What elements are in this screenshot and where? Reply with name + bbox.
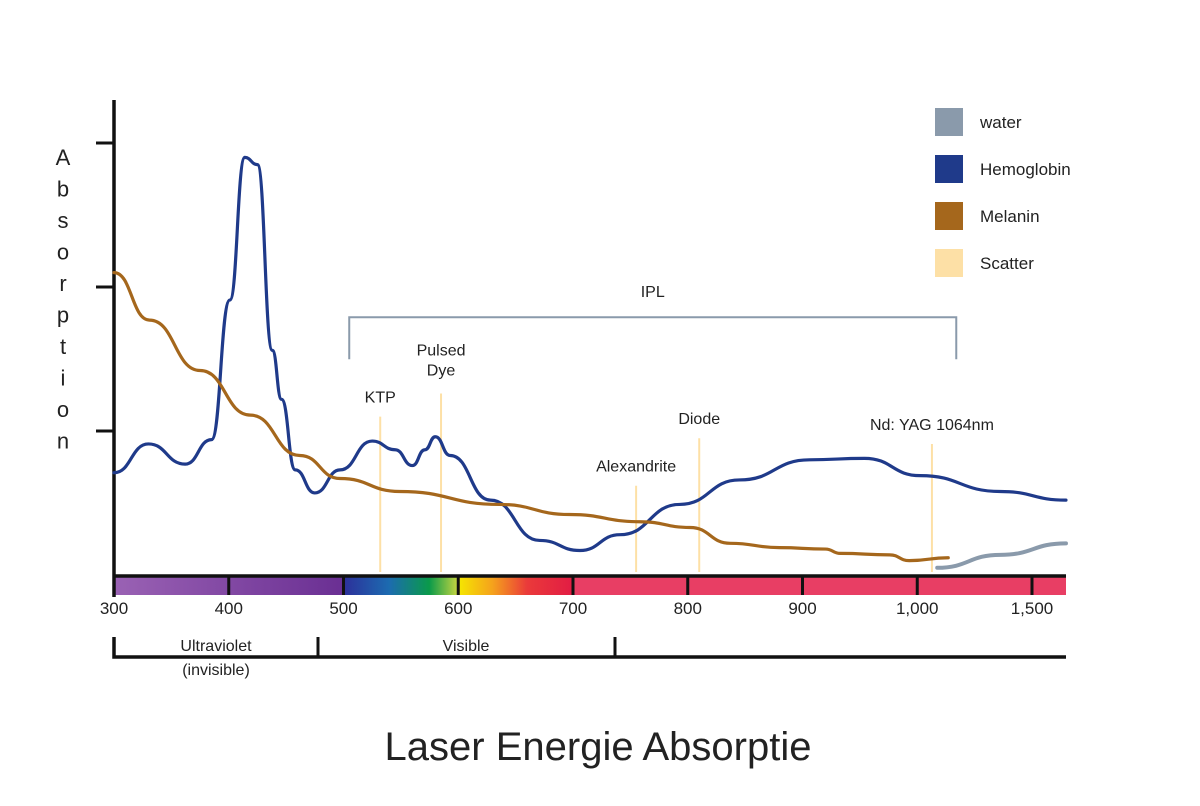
laser-label: Dye [427,363,456,380]
y-axis-label-letter: o [57,240,69,265]
region-label-visible: Visible [443,638,490,655]
chart-title: Laser Energie Absorptie [385,725,812,769]
legend-swatch-water [935,108,963,136]
series-hemoglobin-line [112,155,1068,553]
laser-label: KTP [365,390,396,407]
spectrum-yellow-red [458,577,573,595]
ipl-label: IPL [641,284,665,301]
region-label-ultraviolet: Ultraviolet [180,638,252,655]
legend-label-scatter: Scatter [980,254,1034,273]
laser-label: Diode [678,411,720,428]
legend-swatch-hemoglobin [935,155,963,183]
x-tick-label: 500 [329,599,357,618]
series-water-line [935,541,1068,570]
legend-swatch-melanin [935,202,963,230]
region-bar [112,637,1066,659]
legend-swatch-scatter [935,249,963,277]
y-axis-label-letter: p [57,303,69,328]
x-tick-label: 1,500 [1011,599,1054,618]
laser-label: Pulsed [417,343,466,360]
x-tick-label: 700 [559,599,587,618]
y-axis-label-letter: i [61,366,66,391]
y-axis-label-letter: t [60,334,66,359]
laser-label: Nd: YAG 1064nm [870,417,994,434]
legend-label-hemoglobin: Hemoglobin [980,160,1071,179]
x-tick-label: 600 [444,599,472,618]
x-tick-label: 400 [215,599,243,618]
y-axis-label-letter: A [56,145,71,170]
y-axis-label-letter: r [59,271,66,296]
region-sublabel-ultraviolet: (invisible) [182,662,250,679]
x-tick-label: 800 [674,599,702,618]
legend-label-melanin: Melanin [980,207,1040,226]
y-axis-label-letter: b [57,177,69,202]
x-tick-label: 900 [788,599,816,618]
x-tick-label: 300 [100,599,128,618]
legend-label-water: water [979,113,1022,132]
spectrum-infrared [573,577,1066,595]
ipl-bracket [348,316,958,360]
series-melanin-line [112,271,950,563]
x-tick-label: 1,000 [896,599,939,618]
laser-label: Alexandrite [596,459,676,476]
y-axis-label-letter: s [58,208,69,233]
y-axis-label-letter: n [57,429,69,454]
y-axis-label-letter: o [57,397,69,422]
spectrum-blue-green [343,577,458,595]
